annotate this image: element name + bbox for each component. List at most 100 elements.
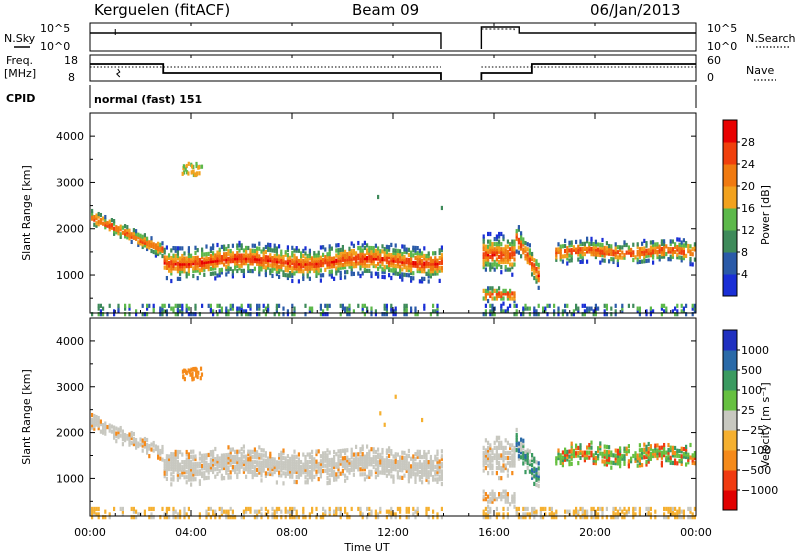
echo-cell [555,252,558,257]
echo-cell [421,480,424,485]
echo-cell [97,515,100,520]
echo-cell [500,259,503,265]
echo-cell [399,269,402,274]
echo-cell [438,278,441,283]
echo-cell [667,257,670,262]
echo-cell [396,256,399,261]
echo-cell [297,248,300,253]
echo-cell [592,453,595,458]
echo-cell [328,512,331,517]
echo-cell [647,509,650,514]
echo-cell [434,251,437,256]
echo-cell [482,312,485,317]
echo-cell [99,220,102,225]
echo-cell [102,425,105,430]
echo-cell [627,461,630,466]
echo-cell [264,255,267,260]
echo-cell [656,448,659,453]
echo-cell [163,463,166,469]
echo-cell [693,461,696,466]
echo-cell [165,265,168,270]
echo-cell [667,515,670,520]
echo-cell [489,242,492,247]
echo-cell [91,515,94,520]
echo-cell [572,451,575,456]
echo-cell [293,253,296,258]
echo-cell [352,251,355,256]
echo-cell [603,454,606,459]
echo-cell [555,512,558,517]
echo-cell [311,457,314,462]
echo-cell [484,512,487,517]
echo-cell [139,437,142,442]
echo-cell [280,254,283,259]
echo-cell [293,467,296,472]
echo-cell [242,515,245,520]
echo-cell [161,506,164,512]
echo-cell [297,462,300,467]
echo-cell [388,260,391,265]
echo-cell [693,303,696,308]
echo-cell [401,262,404,267]
echo-cell [482,458,485,463]
echo-cell [526,306,529,311]
echo-cell [350,256,353,261]
echo-cell [344,249,347,254]
echo-cell [412,472,415,477]
echo-cell [425,457,428,462]
echo-cell [249,457,252,462]
echo-cell [212,243,215,248]
echo-cell [603,452,606,457]
echo-cell [537,461,540,466]
echo-cell [282,306,285,311]
echo-cell [425,271,428,276]
echo-cell [190,312,193,317]
echo-cell [632,303,635,308]
echo-cell [190,464,193,470]
echo-cell [594,461,597,466]
echo-cell [165,456,168,461]
echo-cell [685,454,688,460]
echo-cell [506,492,509,497]
echo-cell [678,247,681,252]
echo-cell [225,306,228,311]
echo-cell [616,461,619,466]
echo-cell [436,512,439,517]
echo-cell [531,509,534,514]
echo-cell [663,448,666,453]
echo-cell [660,455,663,460]
echo-cell [196,471,199,477]
echo-cell [506,450,509,456]
echo-cell [192,268,195,273]
echo-cell [326,455,329,461]
echo-cell [482,242,485,247]
echo-cell [330,264,333,269]
echo-cell [438,255,441,261]
echo-cell [515,435,518,440]
echo-cell [93,506,96,512]
echo-cell [179,264,182,269]
echo-cell [328,468,331,473]
echo-cell [154,250,157,256]
echo-cell [201,262,204,268]
echo-cell [176,462,179,467]
echo-cell [392,258,395,263]
echo-cell [432,258,435,264]
echo-cell [108,423,111,428]
echo-cell [414,309,417,314]
echo-cell [282,260,285,265]
echo-cell [223,460,226,466]
echo-cell [236,256,239,261]
echo-cell [535,312,538,317]
echo-cell [487,249,490,254]
echo-cell [289,456,292,461]
echo-cell [388,255,391,260]
echo-cell [588,442,591,448]
echo-cell [495,435,498,440]
echo-cell [311,258,314,264]
echo-cell [436,312,439,317]
echo-cell [366,464,369,469]
echo-cell [148,454,151,459]
echo-cell [363,253,366,258]
echo-cell [630,247,633,253]
